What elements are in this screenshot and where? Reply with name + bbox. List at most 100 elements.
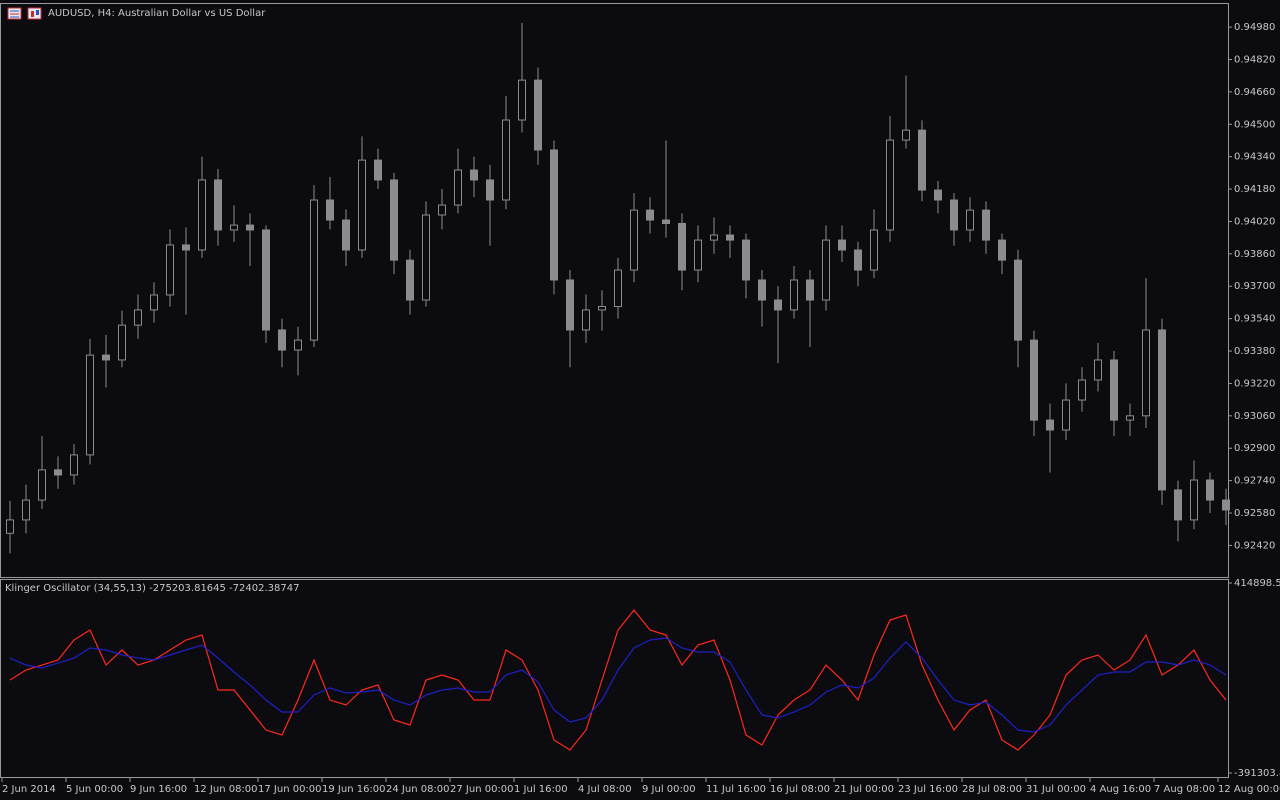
x-tick-label: 7 Aug 08:00 [1154,784,1215,795]
y-tick-label: 0.93380 [1234,346,1275,357]
candle-body [918,129,926,191]
candle-body [550,149,558,281]
x-tick-label: 12 Jun 08:00 [194,784,258,795]
x-tick-label: 23 Jul 16:00 [898,784,958,795]
x-tick-label: 9 Jun 16:00 [130,784,187,795]
candle-body [454,169,462,206]
candle-body [758,279,766,301]
candle-body [390,179,398,261]
x-tick-label: 9 Jul 00:00 [642,784,696,795]
x-tick-label: 21 Jul 00:00 [834,784,894,795]
candle-body [134,309,142,326]
candle-body [518,79,526,121]
candle-body [630,209,638,271]
candle-body [694,239,702,271]
candle-body [374,159,382,181]
x-tick-label: 24 Jun 08:00 [386,784,450,795]
candle-body [54,469,62,476]
y-tick-label: 0.94500 [1234,119,1275,130]
y-tick-label: -391303.85 [1234,768,1280,779]
icon [27,7,42,20]
candle-body [806,279,814,301]
candle-body [902,129,910,141]
x-tick-label: 27 Jun 00:00 [450,784,514,795]
candle-body [6,519,14,534]
candle-body [358,159,366,251]
candle-body [1030,339,1038,421]
y-tick-label: 0.93220 [1234,378,1275,389]
candle-body [1158,329,1166,491]
candle-body [166,244,174,296]
y-tick-label: 0.93700 [1234,281,1275,292]
candle-body [22,499,30,521]
oscillator-panel-frame [0,579,1229,778]
x-tick-label: 17 Jun 00:00 [258,784,322,795]
x-tick-label: 2 Jun 2014 [2,784,56,795]
candle-body [438,204,446,216]
candle-body [1014,259,1022,341]
candle-body [854,249,862,271]
candle-body [406,259,414,301]
candle-body [486,179,494,201]
candle-body [870,229,878,271]
candle-body [1174,489,1182,521]
candle-body [614,269,622,307]
y-tick-label: 0.93060 [1234,411,1275,422]
x-tick-label: 31 Jul 00:00 [1026,784,1086,795]
y-tick-label: 0.94980 [1234,22,1275,33]
candle-body [662,219,670,224]
candle-body [950,199,958,231]
y-tick-label: 0.92900 [1234,443,1275,454]
candle-body [1142,329,1150,417]
candle-body [422,214,430,301]
y-tick-label: 0.94020 [1234,216,1275,227]
candle-body [790,279,798,311]
chart-title: AUDUSD, H4: Australian Dollar vs US Doll… [48,8,266,19]
candle-body [678,222,686,271]
y-tick-label: 0.94340 [1234,152,1275,163]
x-tick-label: 4 Jul 08:00 [578,784,632,795]
candle-body [1222,499,1230,511]
candle-body [150,294,158,311]
icon-part [36,10,39,15]
candle-body [886,139,894,231]
candle-body [102,354,110,361]
candle-body [774,299,782,311]
candle-body [38,469,46,501]
oscillator-line [9,637,1227,733]
x-tick-label: 11 Jul 16:00 [706,784,766,795]
candle-body [982,209,990,241]
candle-body [214,179,222,231]
candle-body [294,339,302,351]
indicator-title: Klinger Oscillator (34,55,13) -275203.81… [5,583,300,594]
y-tick-label: 0.92580 [1234,508,1275,519]
candle-body [470,169,478,181]
x-tick-label: 16 Jul 08:00 [770,784,830,795]
candle-body [118,324,126,361]
candle-body [710,234,718,241]
candle-body [534,79,542,151]
candle-body [1094,359,1102,381]
candle-body [838,239,846,251]
candle-body [726,234,734,241]
candle-body [278,329,286,351]
y-tick-label: 0.94180 [1234,184,1275,195]
candle-body [598,305,606,311]
candle-body [1062,399,1070,431]
y-tick-label: 414898.539 [1234,578,1280,589]
candle-body [646,209,654,221]
toolbar-icons [7,7,42,20]
candle-body [742,239,750,281]
candle-body [998,239,1006,261]
candle-body [86,354,94,456]
candle-body [70,454,78,476]
candle-body [182,244,190,251]
oscillator-line [9,609,1227,751]
candle-body [934,189,942,201]
candle-body [502,119,510,201]
candle-body [262,229,270,331]
y-tick-label: 0.93540 [1234,314,1275,325]
y-tick-label: 0.94820 [1234,54,1275,65]
candle-body [342,219,350,251]
